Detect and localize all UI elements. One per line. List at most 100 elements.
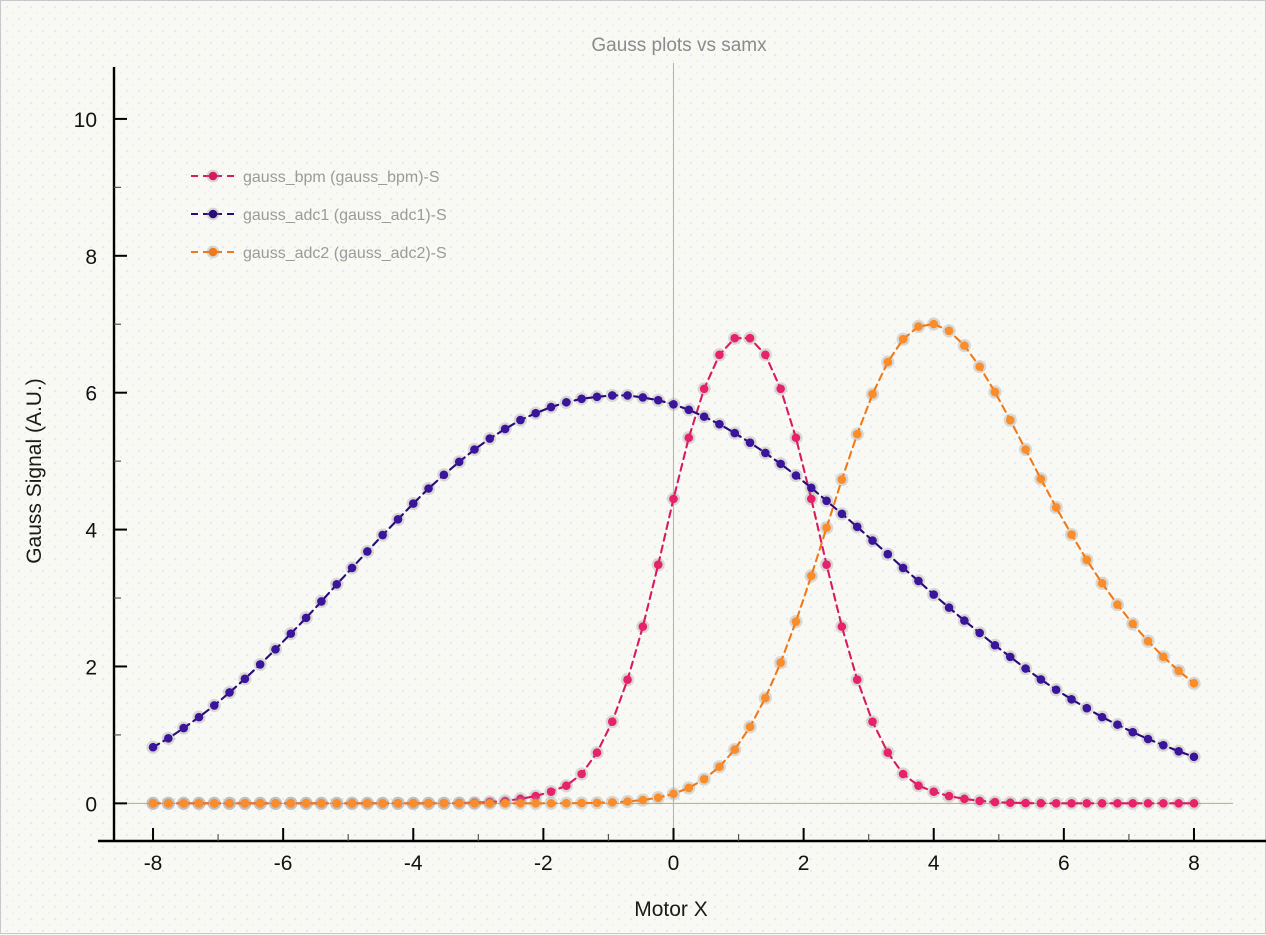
data-point[interactable] bbox=[914, 576, 923, 586]
data-point[interactable] bbox=[317, 597, 326, 606]
data-point[interactable] bbox=[363, 799, 372, 808]
data-point[interactable] bbox=[516, 415, 525, 425]
data-point[interactable] bbox=[852, 675, 862, 684]
data-point[interactable] bbox=[837, 509, 847, 519]
data-point[interactable] bbox=[271, 799, 280, 808]
legend-label[interactable]: gauss_adc1 (gauss_adc1)-S bbox=[243, 207, 447, 224]
data-point[interactable] bbox=[1021, 445, 1030, 454]
data-point[interactable] bbox=[516, 799, 525, 808]
data-point[interactable] bbox=[822, 523, 831, 532]
data-point[interactable] bbox=[1067, 695, 1076, 704]
data-point[interactable] bbox=[1128, 799, 1138, 808]
legend-label[interactable]: gauss_bpm (gauss_bpm)-S bbox=[243, 169, 440, 186]
data-point[interactable] bbox=[363, 547, 372, 556]
data-point[interactable] bbox=[1067, 799, 1076, 808]
data-point[interactable] bbox=[929, 319, 939, 329]
data-point[interactable] bbox=[761, 350, 770, 360]
data-point[interactable] bbox=[914, 322, 923, 331]
data-point[interactable] bbox=[929, 590, 939, 599]
data-point[interactable] bbox=[546, 402, 556, 412]
data-point[interactable] bbox=[852, 522, 862, 532]
data-point[interactable] bbox=[470, 445, 479, 454]
data-point[interactable] bbox=[684, 433, 694, 443]
data-point[interactable] bbox=[653, 560, 663, 570]
data-point[interactable] bbox=[1021, 798, 1030, 808]
data-point[interactable] bbox=[1189, 799, 1199, 808]
data-point[interactable] bbox=[378, 799, 387, 808]
data-point[interactable] bbox=[255, 660, 265, 669]
data-point[interactable] bbox=[699, 774, 709, 784]
data-point[interactable] bbox=[960, 616, 969, 625]
data-point[interactable] bbox=[1113, 799, 1122, 808]
data-point[interactable] bbox=[592, 392, 602, 402]
data-point[interactable] bbox=[378, 530, 387, 540]
data-point[interactable] bbox=[929, 787, 939, 797]
data-point[interactable] bbox=[776, 658, 785, 667]
data-point[interactable] bbox=[1021, 664, 1030, 673]
data-point[interactable] bbox=[439, 799, 449, 808]
data-point[interactable] bbox=[898, 769, 908, 779]
data-point[interactable] bbox=[194, 712, 204, 722]
data-point[interactable] bbox=[822, 496, 831, 506]
data-point[interactable] bbox=[868, 536, 877, 545]
data-point[interactable] bbox=[562, 798, 571, 808]
data-point[interactable] bbox=[638, 622, 648, 631]
data-point[interactable] bbox=[761, 693, 770, 703]
legend[interactable]: gauss_bpm (gauss_bpm)-S gauss_adc1 (gauss… bbox=[191, 169, 447, 262]
data-point[interactable] bbox=[776, 384, 785, 394]
data-point[interactable] bbox=[424, 799, 433, 808]
data-point[interactable] bbox=[408, 499, 418, 508]
data-point[interactable] bbox=[975, 796, 984, 806]
data-point[interactable] bbox=[822, 560, 831, 570]
data-point[interactable] bbox=[745, 438, 755, 447]
data-point[interactable] bbox=[883, 357, 893, 367]
data-point[interactable] bbox=[546, 787, 556, 797]
data-point[interactable] bbox=[347, 799, 357, 808]
data-point[interactable] bbox=[607, 798, 617, 807]
data-point[interactable] bbox=[868, 717, 877, 726]
data-point[interactable] bbox=[607, 717, 617, 726]
data-point[interactable] bbox=[286, 629, 296, 638]
data-point[interactable] bbox=[669, 494, 678, 504]
data-point[interactable] bbox=[990, 797, 1000, 807]
data-point[interactable] bbox=[944, 326, 954, 336]
data-point[interactable] bbox=[730, 333, 740, 343]
data-point[interactable] bbox=[562, 781, 571, 790]
data-point[interactable] bbox=[500, 424, 510, 434]
data-point[interactable] bbox=[209, 799, 219, 808]
data-point[interactable] bbox=[1143, 799, 1153, 808]
data-point[interactable] bbox=[1189, 752, 1199, 762]
data-point[interactable] bbox=[1159, 652, 1168, 662]
data-point[interactable] bbox=[240, 674, 250, 684]
data-point[interactable] bbox=[623, 675, 632, 684]
data-point[interactable] bbox=[623, 797, 632, 806]
data-point[interactable] bbox=[1051, 685, 1061, 695]
data-point[interactable] bbox=[715, 419, 724, 429]
data-point[interactable] bbox=[470, 799, 479, 808]
data-point[interactable] bbox=[393, 515, 403, 524]
data-point[interactable] bbox=[1036, 798, 1046, 808]
data-point[interactable] bbox=[577, 798, 586, 808]
data-point[interactable] bbox=[1174, 666, 1183, 676]
legend-item-1[interactable]: gauss_adc1 (gauss_adc1)-S bbox=[191, 207, 447, 224]
data-point[interactable] bbox=[975, 628, 984, 638]
data-point[interactable] bbox=[531, 791, 541, 801]
data-point[interactable] bbox=[990, 640, 1000, 650]
data-point[interactable] bbox=[347, 563, 357, 573]
data-point[interactable] bbox=[669, 789, 678, 799]
legend-item-0[interactable]: gauss_bpm (gauss_bpm)-S bbox=[191, 169, 440, 186]
series-gauss_adc1[interactable] bbox=[146, 388, 1201, 764]
data-point[interactable] bbox=[944, 791, 954, 801]
data-point[interactable] bbox=[883, 549, 893, 559]
data-point[interactable] bbox=[454, 457, 464, 467]
data-point[interactable] bbox=[225, 799, 234, 808]
data-point[interactable] bbox=[806, 571, 816, 581]
data-point[interactable] bbox=[699, 412, 709, 421]
data-point[interactable] bbox=[837, 622, 847, 631]
data-point[interactable] bbox=[1036, 675, 1046, 684]
data-point[interactable] bbox=[592, 748, 602, 757]
data-point[interactable] bbox=[898, 334, 908, 344]
data-point[interactable] bbox=[577, 394, 586, 404]
